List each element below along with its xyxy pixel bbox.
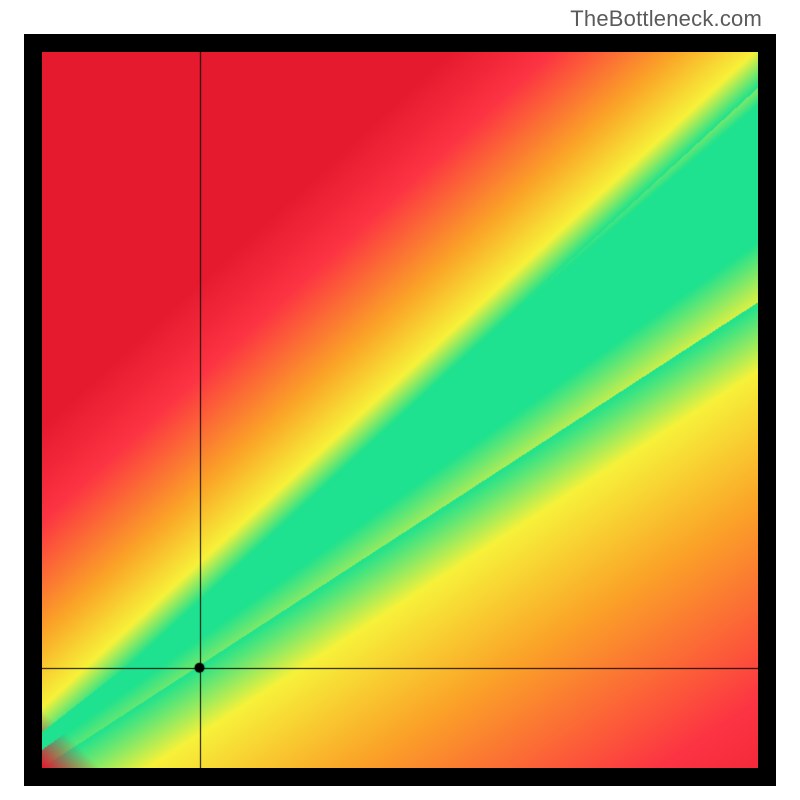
watermark-text: TheBottleneck.com (570, 6, 762, 32)
crosshair-overlay (42, 52, 758, 768)
